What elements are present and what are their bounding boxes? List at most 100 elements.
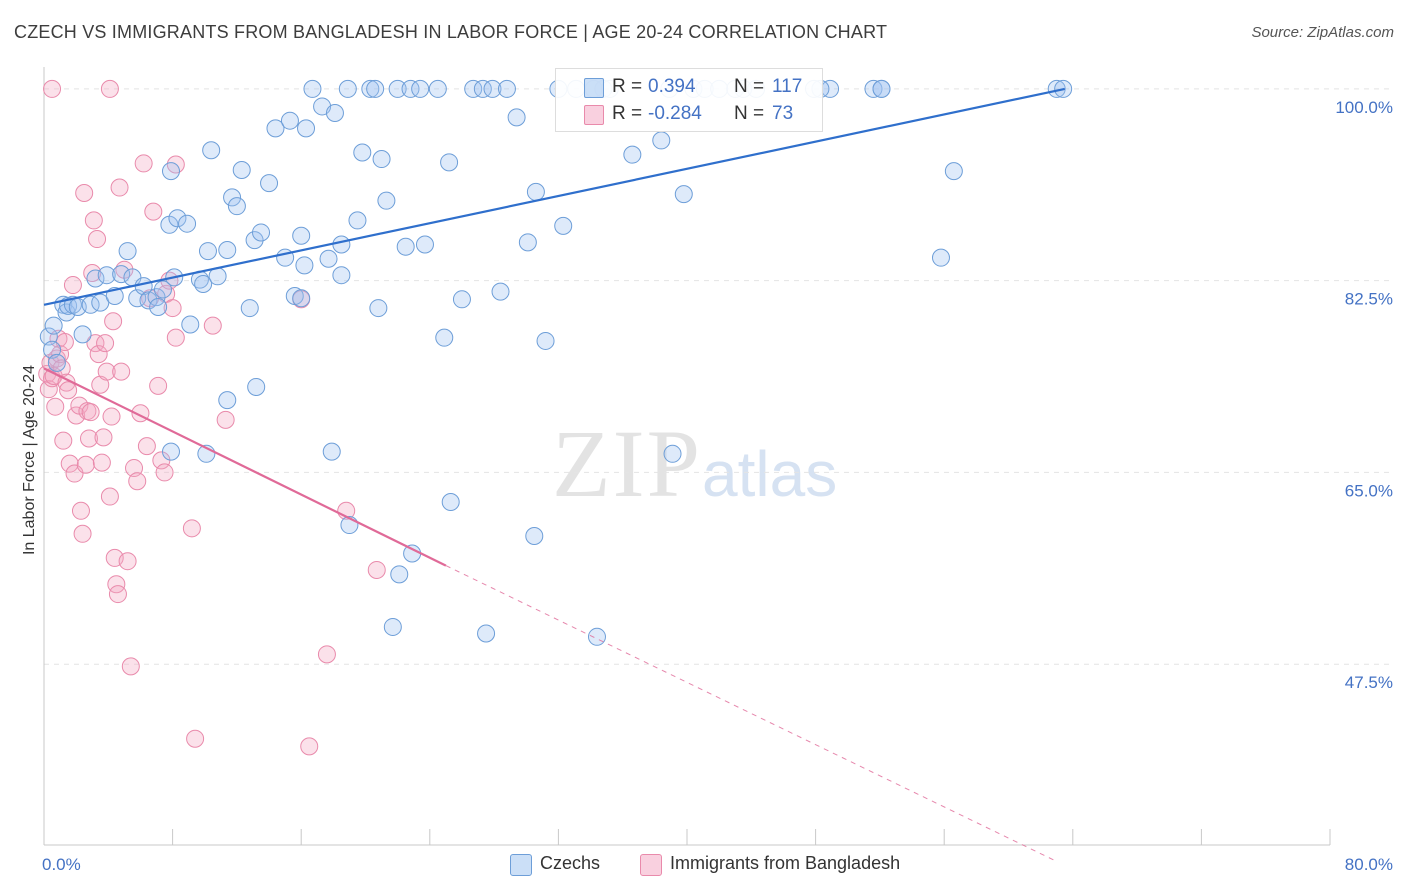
stats-row-czechs: R = 0.394 N = 117 (556, 73, 822, 101)
czech-point (168, 209, 187, 228)
bangladesh-point (73, 524, 92, 543)
czech-point (232, 161, 251, 180)
bangladesh-point (91, 375, 110, 394)
czech-point (536, 331, 555, 350)
czech-point (44, 316, 63, 335)
bangladesh-trend-line (43, 367, 447, 567)
bangladesh-point (100, 487, 119, 506)
czech-point (1047, 79, 1066, 98)
bangladesh-points (38, 79, 386, 756)
czech-point (674, 185, 693, 204)
bangladesh-point (144, 202, 163, 221)
bangladesh-point (89, 345, 108, 364)
bangladesh-point (54, 431, 73, 450)
bangladesh-point (102, 407, 121, 426)
czech-point (292, 226, 311, 245)
r-value: 0.394 (648, 76, 696, 97)
bangladesh-point (63, 276, 82, 295)
source-label: Source: ZipAtlas.com (1251, 24, 1394, 41)
czech-point (303, 79, 322, 98)
czech-point (390, 565, 409, 584)
bangladesh-point (67, 406, 86, 425)
czech-point (161, 442, 180, 461)
bangladesh-point (94, 428, 113, 447)
watermark-atlas: atlas (702, 438, 838, 510)
czech-legend-swatch (510, 854, 532, 876)
czech-point (872, 79, 891, 98)
czech-point (491, 282, 510, 301)
czech-point (440, 153, 459, 172)
czech-point (663, 444, 682, 463)
bangladesh-swatch (584, 105, 604, 125)
bangladesh-point (81, 403, 100, 422)
czech-point (401, 79, 420, 98)
czech-point (322, 442, 341, 461)
tick-labels: 47.5% 65.0% 82.5% 100.0% 0.0% 80.0% (42, 98, 1393, 874)
n-label: N = (734, 103, 765, 124)
bangladesh-point (75, 184, 94, 203)
czech-point (223, 188, 242, 207)
czech-point (483, 79, 502, 98)
czech-point (377, 191, 396, 210)
czech-point (415, 235, 434, 254)
czech-point (194, 274, 213, 293)
czech-point (178, 214, 197, 233)
czech-point (325, 104, 344, 123)
bangladesh-point (86, 334, 105, 353)
czech-point (181, 315, 200, 334)
bangladesh-point (149, 376, 168, 395)
czech-point (260, 174, 279, 193)
bangladesh-point (83, 264, 102, 283)
trend-lines (43, 87, 1065, 862)
n-value: 73 (772, 103, 794, 124)
czech-point (372, 150, 391, 169)
bangladesh-point (80, 429, 99, 448)
czech-point (285, 287, 304, 306)
czech-point (292, 289, 311, 308)
n-value: 117 (772, 76, 803, 97)
bangladesh-point (108, 585, 127, 604)
czech-point (518, 233, 537, 252)
bangladesh-point (71, 501, 90, 520)
bangladesh-point (43, 79, 62, 98)
bangladesh-point (92, 453, 111, 472)
czech-point (218, 391, 237, 410)
czech-point (97, 266, 116, 285)
bangladesh-point (128, 472, 147, 491)
bangladesh-point (88, 230, 107, 249)
czech-point (464, 79, 483, 98)
czech-point (227, 197, 246, 216)
czech-point (297, 119, 316, 138)
bangladesh-point (96, 334, 115, 353)
czech-point (473, 79, 492, 98)
bangladesh-point (186, 729, 205, 748)
czech-point (526, 182, 545, 201)
bangladesh-point (163, 299, 182, 318)
y-tick-label: 82.5% (1345, 290, 1393, 309)
bangladesh-trend-extension (445, 565, 1057, 862)
czech-point (403, 544, 422, 563)
y-tick-label: 100.0% (1335, 98, 1393, 117)
czech-point (361, 79, 380, 98)
czech-point (554, 216, 573, 235)
bangladesh-point (100, 79, 119, 98)
czech-point (149, 297, 168, 316)
czech-point (348, 211, 367, 230)
czech-point (198, 242, 217, 261)
bangladesh-point (137, 437, 156, 456)
bangladesh-point (121, 657, 140, 676)
bangladesh-point (76, 455, 95, 474)
stats-row-bangladesh: R = -0.284 N = 73 (556, 100, 822, 128)
x-tick-label: 80.0% (1345, 855, 1393, 874)
czech-point (477, 624, 496, 643)
bangladesh-point (110, 178, 129, 197)
legend-label-czechs: Czechs (540, 853, 601, 873)
czech-point (112, 265, 131, 284)
czech-point (240, 299, 259, 318)
czech-point (202, 141, 221, 160)
czech-point (332, 266, 351, 285)
czech-point (118, 242, 137, 261)
czech-point (396, 237, 415, 256)
czech-point (280, 111, 299, 130)
bangladesh-point (104, 312, 123, 331)
